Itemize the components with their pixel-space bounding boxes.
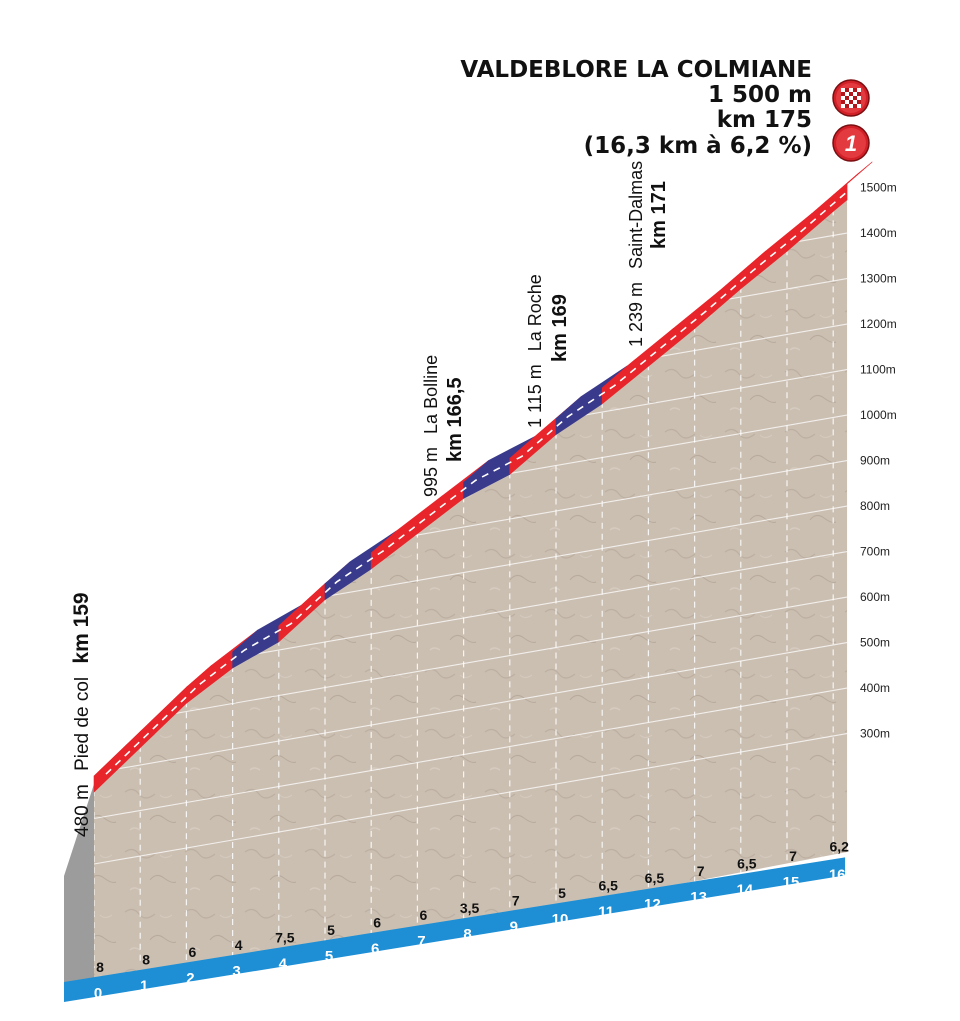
gradient-ribbon: [93, 161, 873, 793]
gradient-label: 7: [697, 863, 705, 879]
grid-line-h: [93, 369, 848, 501]
summit-title-block: VALDEBLORE LA COLMIANE 1 500 m km 175 (1…: [460, 57, 812, 159]
waypoint-altitude: 480 m: [72, 784, 93, 837]
y-tick-label: 1000m: [860, 408, 897, 422]
grid-line-h: [93, 187, 848, 319]
waypoint-label-pied-de-col: 480 m Pied de col km 159: [70, 592, 93, 837]
waypoint-km: km 169: [549, 294, 571, 362]
x-tick-label: 16: [829, 867, 846, 884]
summit-altitude: 1 500 m: [708, 82, 812, 108]
base-wall-face: [64, 784, 94, 992]
waypoint-km: km 166,5: [444, 377, 466, 462]
waypoint-place: La Roche: [525, 274, 545, 351]
waypoint-place: La Bolline: [421, 355, 441, 434]
checkered-flag-icon: [832, 79, 870, 117]
x-tick-label: 3: [232, 963, 240, 980]
y-tick-label: 300m: [860, 727, 890, 741]
y-tick-label: 1200m: [860, 317, 897, 331]
axis-band-face: [64, 857, 846, 1002]
y-tick-label: 400m: [860, 681, 890, 695]
svg-text:995 m La Bolline: 995 m La Bolline: [421, 355, 441, 497]
gradient-label: 5: [327, 922, 335, 938]
grid-line-h: [93, 687, 848, 820]
gradient-label: 6,5: [598, 878, 618, 894]
waypoint-altitude: 995 m: [421, 447, 441, 497]
gradient-label: 6: [189, 944, 197, 960]
terrain-area: [94, 189, 848, 996]
grid-line-h: [93, 505, 848, 638]
grid-line-h: [93, 642, 848, 774]
waypoint-altitude: 1 239 m: [626, 282, 646, 347]
x-tick-label: 2: [186, 970, 194, 987]
grid-line-h: [93, 596, 848, 729]
gradient-label: 7: [789, 848, 797, 864]
gradient-label: 5: [558, 885, 566, 901]
x-tick-label: 5: [325, 948, 333, 965]
x-axis-band: [64, 857, 846, 1002]
gradient-label: 4: [235, 937, 243, 953]
y-tick-label: 800m: [860, 499, 890, 513]
x-tick-label: 6: [371, 941, 379, 958]
gradient-label: 8: [96, 959, 104, 975]
waypoint-altitude: 1 115 m: [525, 364, 545, 428]
gradient-label: 6,5: [645, 870, 665, 886]
y-tick-label: 500m: [860, 636, 890, 650]
y-tick-label: 700m: [860, 545, 890, 559]
waypoint-label-saint-dalmas: 1 239 m Saint-Dalmas km 171: [626, 161, 670, 347]
gradient-label: 6,5: [737, 855, 757, 871]
x-tick-label: 4: [279, 955, 288, 972]
svg-text:1 239 m Saint-Dalmas: 1 239 m Saint-Dalmas: [626, 161, 646, 347]
x-tick-label: 10: [552, 911, 569, 928]
gradient-label: 7,5: [275, 929, 295, 945]
waypoint-place: Pied de col: [72, 677, 93, 771]
y-tick-label: 1500m: [860, 181, 897, 195]
grid-line-h: [93, 232, 848, 365]
waypoint-label-la-roche: 1 115 m La Roche km 169: [525, 274, 571, 428]
x-tick-label: 1: [140, 978, 148, 995]
x-tick-labels: 0 1 2 3 4 5 6 7 8 9 10 11 12 13 14 15 16: [94, 867, 846, 1002]
x-tick-label: 12: [644, 896, 661, 913]
y-tick-labels: 300m 400m 500m 600m 700m 800m 900m 1000m 1100m 12…: [860, 181, 897, 741]
x-tick-label: 0: [94, 985, 102, 1002]
waypoint-label-la-bolline: 995 m La Bolline km 166,5: [421, 355, 466, 497]
climb-stats: (16,3 km à 6,2 %): [584, 133, 812, 159]
x-tick-label: 13: [690, 889, 707, 906]
gradient-label: 6: [420, 907, 428, 923]
waypoint-km: km 171: [648, 181, 670, 249]
gradient-label: 7: [512, 892, 520, 908]
grid-line-h: [93, 733, 848, 865]
y-tick-label: 1300m: [860, 272, 897, 286]
waypoint-km: km 159: [70, 592, 93, 663]
climb-category-badge-icon: 1: [832, 124, 870, 162]
svg-text:480 m Pied de col: 480 m Pied de col km 159: [70, 592, 93, 837]
waypoint-place: Saint-Dalmas: [626, 161, 646, 269]
grid-line-h: [93, 323, 848, 456]
y-tick-label: 600m: [860, 590, 890, 604]
svg-text:1 115 m La Roche: 1 115 m La Roche: [525, 274, 545, 428]
x-tick-label: 7: [417, 933, 425, 950]
grid-line-h: [93, 460, 848, 592]
x-tick-label: 9: [510, 918, 518, 935]
summit-km: km 175: [717, 107, 812, 133]
x-tick-label: 8: [463, 926, 471, 943]
gradient-label: 6: [373, 915, 381, 931]
y-tick-label: 900m: [860, 454, 890, 468]
gradient-label: 6,2: [829, 839, 849, 855]
x-tick-label: 11: [598, 904, 614, 921]
base-wall: [64, 784, 94, 992]
gradient-label: 8: [142, 952, 150, 968]
terrain-face: [94, 189, 848, 996]
gradient-labels: 8 8 6 4 7,5 5 6 6 3,5 7 5 6,5 6,5 7 6,5 7 6,2: [96, 839, 849, 975]
climb-category-number: 1: [845, 131, 857, 156]
ribbon-centerline: [105, 181, 860, 775]
x-tick-label: 14: [736, 881, 753, 898]
y-tick-label: 1100m: [860, 363, 896, 377]
gradient-label: 3,5: [460, 900, 480, 916]
y-tick-label: 1400m: [860, 226, 897, 240]
summit-name: VALDEBLORE LA COLMIANE: [460, 57, 812, 83]
x-tick-label: 15: [783, 874, 800, 891]
